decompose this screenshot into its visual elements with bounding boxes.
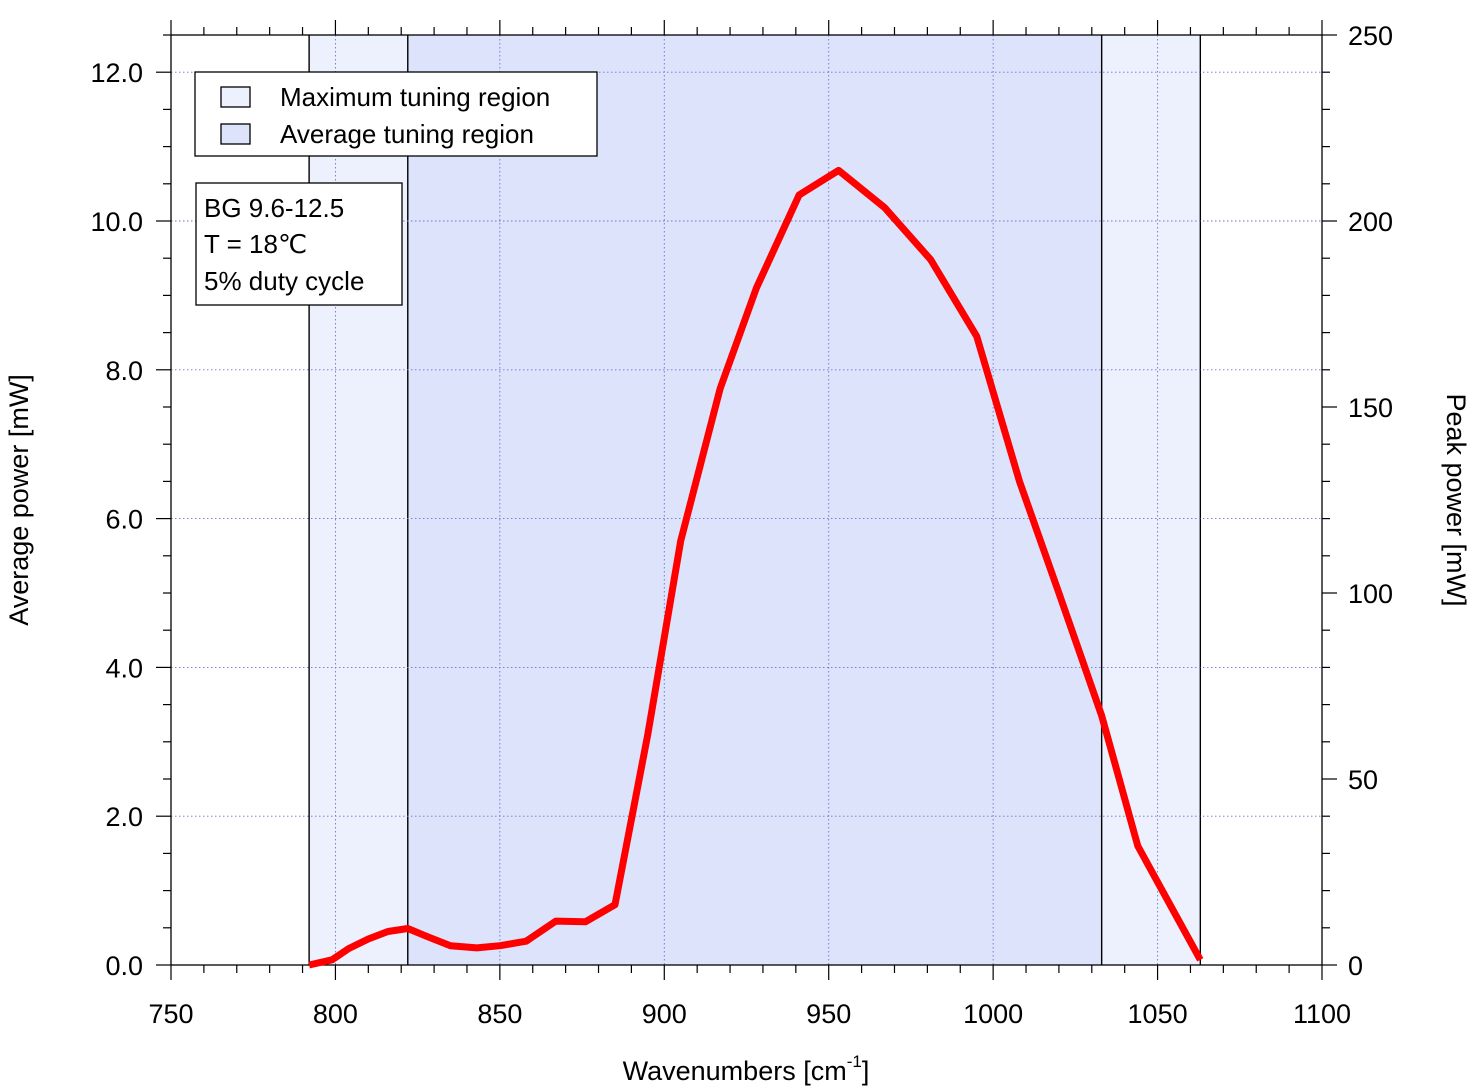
annotation-line-2: T = 18℃ — [204, 229, 307, 259]
tuning-region-1 — [407, 35, 1102, 965]
y2-tick-label: 100 — [1348, 579, 1393, 609]
tuning-regions — [308, 35, 1202, 965]
legend-label-max-region: Maximum tuning region — [280, 82, 550, 112]
y-tick-label: 8.0 — [105, 356, 143, 386]
x-tick-label: 1100 — [1293, 999, 1351, 1029]
y-tick-label: 0.0 — [105, 951, 143, 981]
axis-ticks — [156, 20, 1337, 980]
legend-swatch-max-region — [220, 86, 251, 108]
legend-box — [194, 71, 598, 157]
y2-axis-label: Peak power [mW] — [1441, 393, 1471, 606]
y2-tick-label: 50 — [1348, 765, 1378, 795]
grid-lines — [171, 35, 1322, 965]
y-tick-label: 10.0 — [90, 207, 143, 237]
data-series — [308, 166, 1204, 969]
x-tick-label: 950 — [806, 999, 851, 1029]
tick-labels: 750 800 850 900 950 1000 1050 11000.02.04.06.08… — [90, 21, 1393, 1029]
annotation: BG 9.6-12.5 T = 18℃ 5% duty cycle — [195, 182, 403, 306]
legend: Maximum tuning region Average tuning reg… — [194, 71, 598, 157]
y-tick-label: 6.0 — [105, 505, 143, 535]
legend-swatch-avg-region — [220, 123, 251, 145]
x-tick-label: 1000 — [963, 999, 1023, 1029]
y-axis-label: Average power [mW] — [4, 374, 34, 626]
legend-label-avg-region: Average tuning region — [280, 119, 534, 149]
x-tick-label: 1050 — [1128, 999, 1188, 1029]
annotation-box — [195, 182, 403, 306]
series-line-0 — [308, 166, 1204, 969]
plot-frame — [170, 34, 1323, 966]
annotation-line-1: BG 9.6-12.5 — [204, 193, 344, 223]
x-tick-label: 850 — [477, 999, 522, 1029]
x-tick-label: 900 — [642, 999, 687, 1029]
y-tick-label: 4.0 — [105, 653, 143, 683]
y2-tick-label: 250 — [1348, 21, 1393, 51]
y2-tick-label: 150 — [1348, 393, 1393, 423]
y2-tick-label: 200 — [1348, 207, 1393, 237]
x-axis-label: Wavenumbers [cm-1] — [623, 1052, 870, 1086]
annotation-line-3: 5% duty cycle — [204, 266, 364, 296]
x-tick-label: 750 — [148, 999, 193, 1029]
y-tick-label: 2.0 — [105, 802, 143, 832]
x-tick-label: 800 — [313, 999, 358, 1029]
y-tick-label: 12.0 — [90, 58, 143, 88]
y2-tick-label: 0 — [1348, 951, 1363, 981]
